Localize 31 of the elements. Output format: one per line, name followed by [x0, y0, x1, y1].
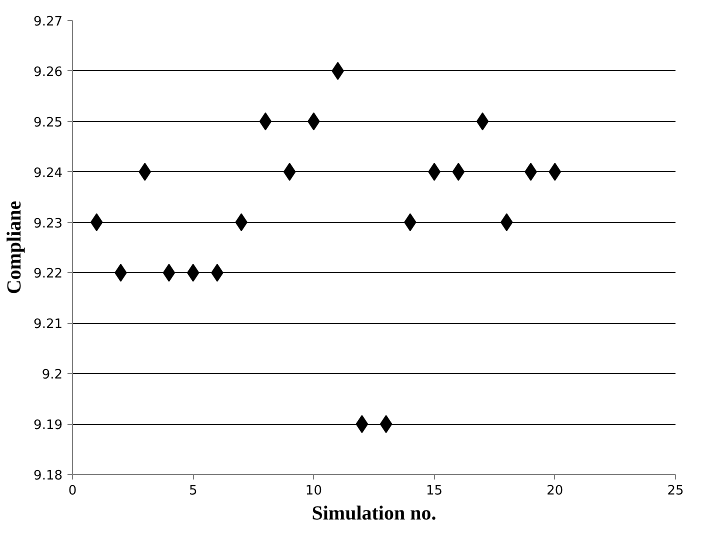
- y-axis-title: Compliane: [4, 200, 26, 294]
- y-tick-label: 9.23: [34, 216, 63, 232]
- x-tick-label: 10: [305, 484, 322, 498]
- x-tick-label: 20: [546, 484, 564, 498]
- y-tick-label: 9.21: [34, 317, 63, 332]
- x-tick-label: 15: [426, 484, 443, 498]
- y-tick-label: 9.27: [34, 14, 63, 30]
- y-tick-label: 9.2: [42, 368, 63, 383]
- point: [283, 162, 296, 181]
- y-tick-label: 9.19: [34, 418, 63, 434]
- x-tick-label: 5: [188, 484, 198, 498]
- x-tick-label: 0: [68, 484, 77, 498]
- point: [186, 264, 200, 282]
- point: [138, 162, 152, 181]
- point: [476, 112, 489, 130]
- point: [162, 264, 176, 282]
- y-tick-label: 9.26: [34, 64, 63, 80]
- point: [548, 162, 562, 181]
- point: [259, 112, 272, 130]
- y-tick-label: 9.25: [34, 115, 63, 130]
- y-tick-label: 9.24: [34, 166, 63, 181]
- point: [90, 213, 103, 232]
- point: [356, 415, 368, 434]
- x-tick-label: 25: [667, 484, 684, 498]
- point: [235, 213, 248, 232]
- point: [380, 415, 392, 434]
- y-tick-label: 9.18: [34, 468, 63, 484]
- x-axis-title: Simulation no.: [312, 502, 436, 524]
- point: [500, 213, 513, 232]
- point: [452, 162, 465, 181]
- y-tick-label: 9.22: [34, 266, 63, 282]
